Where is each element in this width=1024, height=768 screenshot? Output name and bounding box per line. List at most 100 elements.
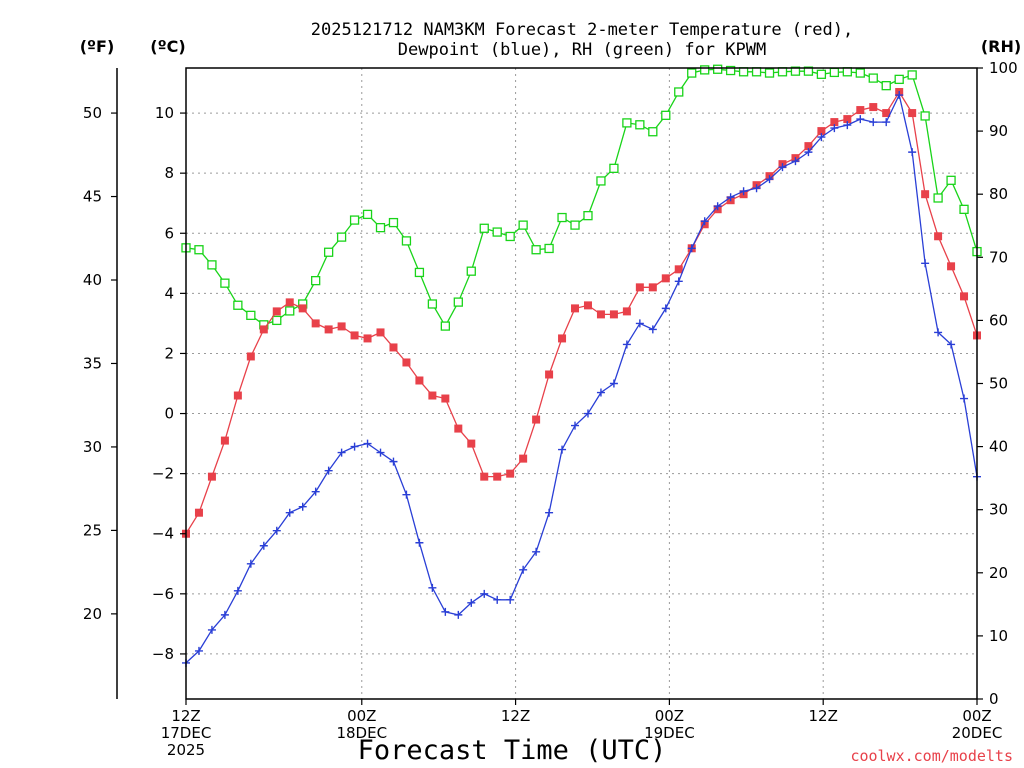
rh-tick-label: 30 <box>989 501 1008 519</box>
temperature-point <box>506 469 515 478</box>
rh-point <box>349 215 360 225</box>
rh-point <box>272 315 282 326</box>
temperature-point <box>635 283 644 292</box>
rh-point <box>466 266 476 276</box>
temperature-point <box>609 310 618 319</box>
dewpoint-point <box>869 118 878 127</box>
temperature-point <box>519 454 528 463</box>
dewpoint-point <box>220 610 229 619</box>
rh-point <box>790 66 801 76</box>
rh-point <box>764 68 775 78</box>
rh-tick-label: 20 <box>989 564 1008 582</box>
temperature-point <box>311 319 320 328</box>
dewpoint-point <box>233 586 242 595</box>
rh-point <box>907 70 917 80</box>
rh-tick-label: 90 <box>989 122 1008 140</box>
x-tick-label: 19DEC <box>644 724 695 742</box>
rh-point <box>596 176 606 186</box>
rh-point <box>194 245 204 255</box>
rh-point <box>414 267 425 278</box>
dewpoint-point <box>324 466 333 475</box>
celsius-tick-label: −6 <box>152 585 174 603</box>
dewpoint-point <box>506 595 515 604</box>
temperature-point <box>571 304 580 313</box>
rh-tick-label: 50 <box>989 375 1008 393</box>
temperature-point <box>947 262 956 271</box>
x-tick-label: 20DEC <box>952 724 1003 742</box>
temperature-point <box>272 307 281 316</box>
rh-point <box>323 247 334 257</box>
dewpoint-point <box>467 598 476 607</box>
dewpoint-point <box>571 421 580 430</box>
rh-point <box>285 306 295 316</box>
rh-point <box>505 231 515 242</box>
temperature-point <box>207 472 216 481</box>
dewpoint-point <box>311 487 320 496</box>
unit-label-fahrenheit: (ºF) <box>80 37 115 56</box>
dewpoint-point <box>493 595 502 604</box>
rh-point <box>868 73 878 83</box>
dewpoint-point <box>246 559 255 568</box>
temperature-point <box>934 232 943 241</box>
rh-point <box>388 217 399 228</box>
fahrenheit-tick-label: 50 <box>83 104 102 122</box>
rh-point <box>881 81 891 91</box>
x-tick-label: 12Z <box>171 707 200 725</box>
temperature-point <box>389 343 398 352</box>
rh-tick-label: 100 <box>989 59 1018 77</box>
dewpoint-point <box>804 148 813 157</box>
temperature-point <box>960 292 969 301</box>
celsius-tick-label: 4 <box>164 284 174 302</box>
temperature-point <box>415 376 424 385</box>
x-axis-label: Forecast Time (UTC) <box>358 735 667 766</box>
rh-point <box>855 68 865 78</box>
temperature-point <box>285 298 294 307</box>
dewpoint-point <box>285 508 294 517</box>
dewpoint-point <box>713 202 722 211</box>
rh-point <box>713 64 723 74</box>
temperature-point <box>337 322 346 331</box>
dewpoint-point <box>558 445 567 454</box>
temperature-point <box>493 472 502 481</box>
rh-point <box>829 67 840 78</box>
rh-point <box>661 110 671 120</box>
dewpoint-point <box>545 508 554 517</box>
credit-text: coolwx.com/modelts <box>850 747 1013 765</box>
celsius-tick-label: 0 <box>164 405 174 423</box>
rh-point <box>622 118 632 128</box>
dewpoint-point <box>908 148 917 157</box>
dewpoint-point <box>882 118 891 127</box>
celsius-tick-label: 8 <box>164 164 174 182</box>
chart-title-line-1: 2025121712 NAM3KM Forecast 2-meter Tempe… <box>311 20 853 40</box>
dewpoint-point <box>622 340 631 349</box>
dewpoint-point <box>726 193 735 202</box>
dewpoint-point <box>687 244 696 253</box>
temperature-point <box>532 415 541 424</box>
dewpoint-point <box>960 394 969 403</box>
rh-point <box>233 300 243 310</box>
temperature-point <box>856 106 865 115</box>
temperature-point <box>246 352 255 361</box>
x-tick-label: 17DEC <box>161 724 212 742</box>
rh-point <box>479 223 489 233</box>
fahrenheit-tick-label: 25 <box>83 521 102 539</box>
dewpoint-point <box>596 388 605 397</box>
dewpoint-point <box>259 541 268 550</box>
temperature-point <box>480 472 489 481</box>
series-layer <box>181 64 982 667</box>
celsius-tick-label: 10 <box>155 104 174 122</box>
temperature-point <box>596 310 605 319</box>
rh-point <box>777 67 788 77</box>
x-tick-label: 12Z <box>501 707 530 725</box>
rh-point <box>894 74 904 85</box>
dewpoint-point <box>415 538 424 547</box>
rh-point <box>959 204 969 214</box>
rh-point <box>751 67 762 77</box>
rh-tick-label: 40 <box>989 438 1008 456</box>
rh-point <box>635 120 645 130</box>
temperature-point <box>545 370 554 379</box>
x-tick-label: 00Z <box>655 707 684 725</box>
unit-label-celsius: (ºC) <box>150 37 185 56</box>
dewpoint-point <box>207 625 216 634</box>
